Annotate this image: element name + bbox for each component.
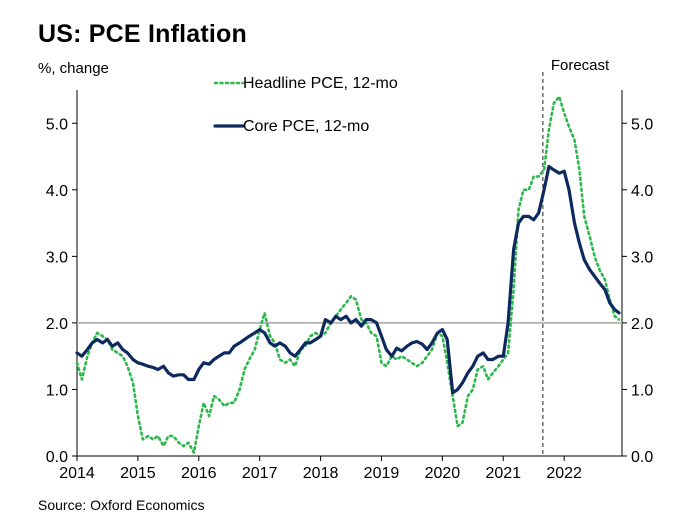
axes-group: 0.0 0.0 1.0 1.0 2.0 2.0 3.0 3.0 4.0 4.0 5.0 5.0 2014… [46,57,654,482]
y-tick-label-right: 3.0 [631,249,653,266]
y-tick-label-left: 0.0 [46,449,68,466]
y-tick-label-right: 2.0 [631,316,653,333]
y-tick-label-left: 5.0 [46,116,68,133]
forecast-label: Forecast [551,57,610,74]
x-tick-label: 2016 [181,465,217,482]
y-tick-label-left: 4.0 [46,183,68,200]
chart-title: US: PCE Inflation [38,20,247,48]
x-tick-label: 2021 [485,465,521,482]
headline-pce-line [75,95,621,454]
series-group [75,95,621,454]
y-tick-label-left: 2.0 [46,316,68,333]
y-axis-unit-label: %, change [38,60,109,77]
x-tick-label: 2015 [120,465,156,482]
y-tick-label-right: 5.0 [631,116,653,133]
x-tick-label: 2019 [364,465,400,482]
y-tick-label-right: 1.0 [631,382,653,399]
y-tick-label-right: 0.0 [631,449,653,466]
core-pce-line [75,164,621,395]
x-tick-label: 2022 [546,465,582,482]
x-tick-label: 2017 [242,465,278,482]
y-tick-label-left: 3.0 [46,249,68,266]
legend: Headline PCE, 12-mo Core PCE, 12-mo [213,75,398,135]
y-tick-label-right: 4.0 [631,183,653,200]
x-tick-label: 2020 [425,465,461,482]
core-legend-label: Core PCE, 12-mo [243,118,369,135]
source-note: Source: Oxford Economics [38,497,205,513]
y-tick-label-left: 1.0 [46,382,68,399]
x-tick-label: 2014 [59,465,95,482]
x-tick-label: 2018 [303,465,339,482]
headline-legend-label: Headline PCE, 12-mo [243,75,398,92]
